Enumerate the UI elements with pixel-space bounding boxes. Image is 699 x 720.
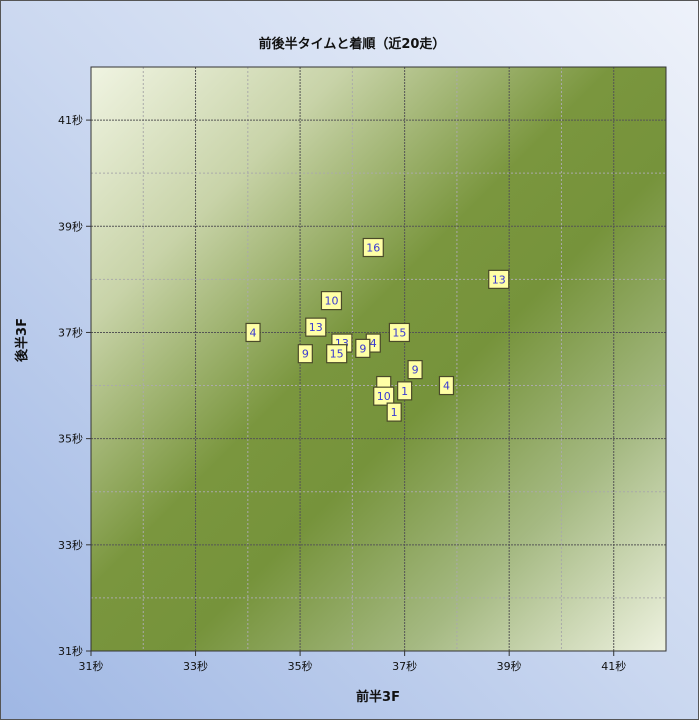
data-point: 16	[362, 237, 384, 258]
data-point: 10	[320, 291, 343, 311]
x-axis-label: 前半3F	[356, 689, 400, 705]
point-label: 9	[412, 364, 419, 377]
point-label: 9	[302, 348, 309, 361]
data-point: 15	[326, 344, 348, 364]
data-point: 1	[386, 402, 402, 422]
x-tick-label: 41秒	[601, 659, 626, 673]
point-marker	[305, 317, 327, 337]
plot-border	[90, 66, 667, 652]
data-point: 9	[407, 360, 423, 380]
point-label: 10	[377, 390, 391, 403]
point-marker	[320, 291, 343, 311]
point-marker	[438, 375, 455, 396]
point-label: 13	[309, 321, 323, 334]
y-tick-label: 33秒	[58, 538, 83, 552]
x-tick-label: 33秒	[183, 659, 208, 673]
point-marker	[297, 344, 313, 364]
point-marker	[362, 237, 384, 258]
point-marker	[407, 360, 423, 380]
point-marker	[386, 402, 402, 422]
data-point: 10	[373, 386, 395, 406]
point-marker	[388, 322, 411, 343]
point-marker	[355, 338, 371, 358]
point-label: 10	[324, 295, 338, 308]
point-label: 9	[359, 342, 366, 355]
point-label: 15	[392, 326, 406, 339]
y-tick-label: 41秒	[58, 113, 83, 127]
point-label: 1	[401, 385, 408, 398]
point-label: 13	[492, 273, 506, 286]
point-label: 4	[443, 380, 450, 393]
plot-area	[91, 67, 666, 651]
data-point: 13	[305, 317, 327, 337]
x-tick-label: 35秒	[288, 659, 313, 673]
chart-title: 前後半タイムと着順（近20走）	[259, 36, 446, 52]
point-marker	[373, 386, 395, 406]
data-point: 9	[355, 338, 371, 358]
point-label: 1	[391, 406, 398, 419]
point-marker	[245, 322, 261, 343]
point-label: 15	[330, 348, 344, 361]
point-marker	[488, 269, 510, 289]
data-point: 13	[488, 269, 510, 289]
y-tick-label: 35秒	[58, 432, 83, 446]
point-label: 16	[366, 242, 380, 255]
x-tick-label: 39秒	[497, 659, 522, 673]
y-tick-label: 31秒	[58, 644, 83, 658]
x-tick-label: 31秒	[79, 659, 104, 673]
data-point: 4	[438, 375, 455, 396]
point-label: 4	[250, 326, 257, 339]
data-point: 15	[388, 322, 411, 343]
y-axis-label: 後半3F	[14, 318, 30, 362]
point-label: 4	[370, 337, 377, 350]
y-tick-label: 37秒	[58, 325, 83, 339]
data-point: 4	[245, 322, 261, 343]
data-point: 9	[297, 344, 313, 364]
point-marker	[326, 344, 348, 364]
data-point: 1	[397, 381, 413, 401]
x-tick-label: 37秒	[392, 659, 417, 673]
y-tick-label: 39秒	[58, 219, 83, 233]
point-marker	[397, 381, 413, 401]
